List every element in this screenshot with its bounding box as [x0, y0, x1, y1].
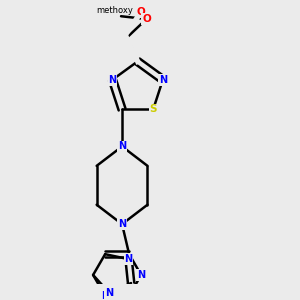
- Text: N: N: [159, 75, 167, 85]
- Text: O: O: [137, 7, 146, 17]
- Text: N: N: [101, 291, 109, 300]
- Text: O: O: [142, 14, 151, 24]
- Text: N: N: [108, 75, 116, 85]
- Text: N: N: [118, 141, 126, 152]
- Text: methoxy: methoxy: [96, 6, 133, 15]
- Text: N: N: [105, 288, 113, 298]
- Text: N: N: [124, 254, 133, 264]
- Text: S: S: [149, 104, 157, 114]
- Text: N: N: [137, 270, 145, 280]
- Text: N: N: [118, 219, 126, 229]
